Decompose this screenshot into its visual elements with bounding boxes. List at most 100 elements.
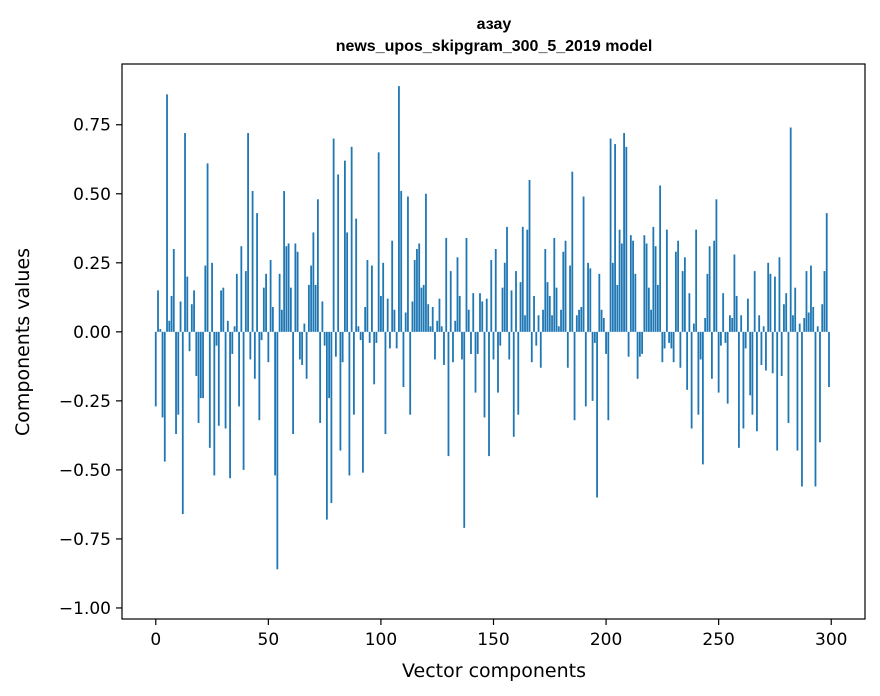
bar: [404, 312, 407, 332]
bar: [663, 331, 666, 349]
bar: [400, 191, 403, 332]
bar: [735, 295, 738, 332]
bar: [701, 331, 704, 465]
bar: [371, 265, 373, 332]
bar: [530, 331, 533, 363]
bar: [625, 146, 628, 332]
bar: [285, 246, 288, 332]
bar: [328, 331, 331, 399]
bar: [447, 331, 450, 457]
bar: [391, 240, 394, 332]
bar: [544, 249, 547, 332]
bar: [357, 326, 360, 332]
bar: [476, 331, 479, 354]
bar: [483, 331, 486, 418]
bar: [240, 246, 243, 332]
bar: [796, 331, 799, 451]
bar: [492, 331, 495, 360]
bar: [711, 331, 713, 379]
bar: [692, 323, 695, 332]
bar: [751, 331, 754, 415]
bar: [226, 320, 229, 332]
bar: [188, 331, 191, 352]
bar: [163, 331, 166, 462]
bar: [801, 331, 803, 487]
bar: [778, 257, 781, 332]
bar: [276, 331, 279, 570]
bar: [353, 331, 355, 415]
bar: [571, 171, 574, 332]
bar: [195, 331, 198, 377]
bar: [310, 265, 313, 332]
bar: [494, 249, 497, 332]
bar: [186, 276, 189, 332]
bar: [717, 331, 720, 393]
bar: [382, 262, 385, 332]
bars-group: [154, 86, 830, 570]
bar: [816, 326, 819, 332]
chart-title-line2: news_upos_skipgram_300_5_2019 model: [336, 38, 653, 55]
bar: [440, 326, 443, 332]
bar: [539, 331, 542, 368]
bar: [238, 331, 240, 407]
y-tick-label: −1.00: [59, 599, 111, 619]
bar: [670, 331, 673, 349]
bar: [341, 331, 344, 363]
bar: [377, 152, 380, 332]
bar: [274, 331, 276, 476]
bar: [623, 133, 625, 332]
bar: [638, 331, 641, 357]
bar: [591, 331, 594, 401]
bar: [715, 199, 718, 332]
bar: [409, 331, 412, 415]
bar: [215, 331, 218, 346]
bar: [679, 331, 682, 368]
bar: [280, 309, 283, 332]
bar: [339, 331, 342, 451]
bar: [708, 246, 711, 332]
bar: [738, 331, 740, 448]
bar: [510, 290, 513, 332]
bar: [490, 260, 493, 332]
bar: [578, 309, 580, 332]
bar: [366, 260, 369, 332]
y-axis-label: Components values: [12, 248, 34, 436]
bar: [416, 249, 418, 332]
bar: [681, 271, 684, 332]
bar: [647, 287, 650, 332]
bar: [202, 331, 204, 399]
bar: [794, 287, 797, 332]
bar: [515, 271, 517, 332]
bar: [776, 331, 779, 451]
bar: [602, 318, 605, 332]
bar: [683, 257, 686, 332]
bar: [197, 331, 200, 423]
bar: [488, 331, 490, 457]
bar: [542, 309, 544, 332]
bar: [569, 265, 571, 332]
bar: [199, 331, 202, 399]
bar: [267, 331, 270, 363]
bar: [805, 271, 808, 332]
bar: [548, 295, 551, 332]
bar: [672, 331, 675, 363]
bar: [168, 320, 171, 332]
y-tick-label: 0.75: [73, 116, 111, 136]
bar: [350, 146, 353, 332]
bar: [553, 237, 556, 332]
bar: [575, 315, 578, 332]
bar: [783, 304, 785, 332]
bar: [819, 331, 821, 443]
bar: [636, 331, 639, 379]
bar: [749, 331, 752, 396]
bar: [211, 262, 213, 332]
bar: [256, 213, 258, 332]
bar: [812, 306, 815, 332]
bar: [535, 331, 538, 346]
bar: [154, 331, 157, 407]
bar: [407, 196, 409, 332]
bar: [233, 326, 236, 332]
bar: [346, 232, 349, 332]
bar: [607, 331, 610, 421]
